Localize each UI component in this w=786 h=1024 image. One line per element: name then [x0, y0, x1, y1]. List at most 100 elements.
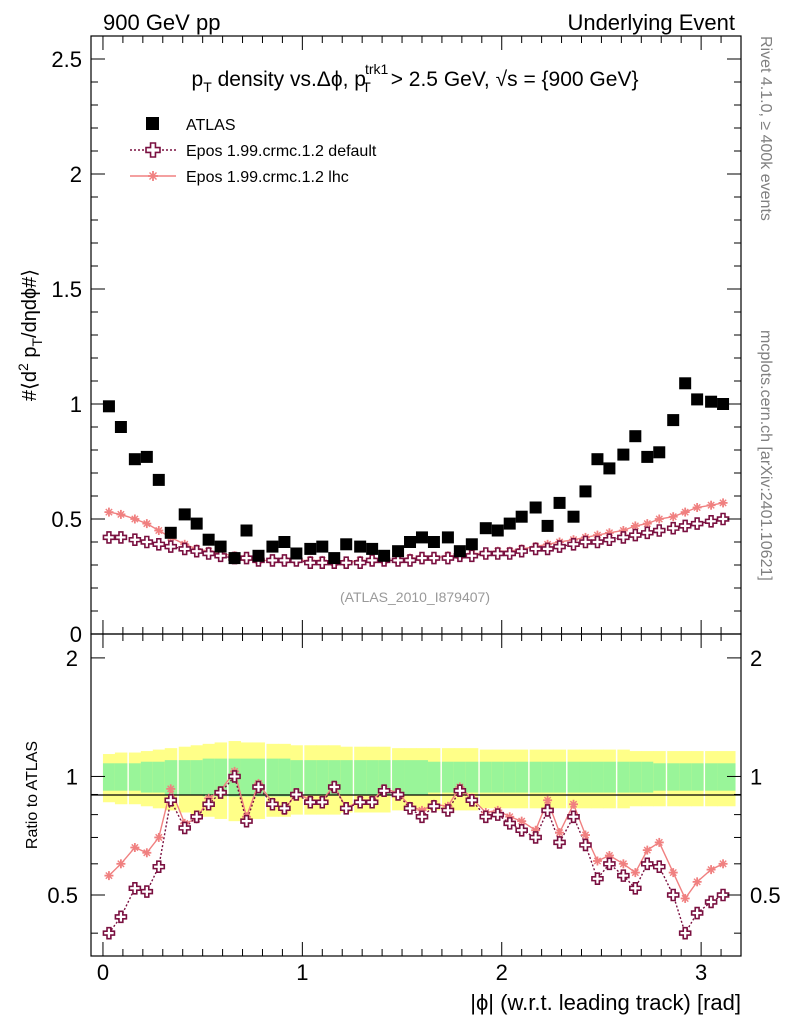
lhc-point	[130, 514, 140, 524]
legend: ATLAS Epos 1.99.crmc.1.2 default Epos 1.…	[130, 117, 377, 186]
uncertainty-bands	[102, 741, 736, 822]
band-inner-segment	[354, 760, 367, 795]
analysis-id-watermark: (ATLAS_2010_I879407)	[340, 589, 490, 605]
atlas-point	[567, 510, 580, 523]
ratio-default-point	[529, 831, 542, 844]
ratio-lhc-point	[592, 856, 602, 866]
default-point	[152, 538, 166, 551]
band-inner-segment	[503, 761, 517, 793]
band-inner-segment	[316, 760, 329, 795]
atlas-point	[178, 508, 191, 521]
lhc-point	[706, 500, 716, 510]
lhc-point	[668, 512, 678, 522]
default-point	[202, 547, 215, 560]
ratio-default-point	[240, 814, 253, 828]
atlas-point	[152, 473, 165, 486]
band-inner-segment	[404, 760, 417, 795]
atlas-point	[705, 395, 718, 408]
mcplots-label: mcplots.cern.ch [arXiv:2401.10621]	[757, 330, 774, 581]
atlas-point	[427, 536, 440, 548]
band-inner-segment	[603, 761, 616, 793]
y-tick-label: 2.5	[51, 47, 82, 72]
x-tick-label: 2	[496, 960, 508, 985]
ratio-lhc-point	[142, 848, 152, 858]
lhc-point	[630, 521, 640, 531]
default-point	[365, 554, 379, 567]
band-inner-segment	[366, 760, 379, 795]
atlas-point	[164, 526, 177, 539]
band-inner-segment	[441, 761, 455, 793]
ratio-default-point	[353, 795, 367, 809]
ratio-axes: 0.5 0.5 1 1 2 2 0 1 2 3	[47, 634, 781, 985]
main-y-axis-label: #⟨d2 pT/dηdϕ#⟩	[15, 269, 45, 401]
band-inner-segment	[190, 760, 204, 795]
band-inner-segment	[102, 763, 116, 791]
atlas-point	[328, 552, 341, 565]
band-inner-segment	[553, 761, 567, 793]
default-point	[266, 554, 279, 567]
ratio-default-point	[415, 810, 429, 824]
atlas-point	[617, 448, 630, 461]
band-inner-segment	[515, 761, 529, 793]
ratio-default-point	[629, 881, 642, 895]
default-point	[140, 535, 154, 549]
ratio-y-tick-label: 0.5	[47, 883, 78, 908]
atlas-point	[641, 450, 654, 463]
ratio-default-point	[365, 795, 379, 809]
atlas-point	[503, 517, 516, 530]
ratio-default-point	[567, 810, 580, 824]
lhc-point	[116, 509, 126, 519]
ratio-default-point	[579, 838, 592, 852]
x-axis-label: |ϕ| (w.r.t. leading track) [rad]	[470, 990, 741, 1015]
default-point	[339, 556, 353, 569]
default-point	[553, 540, 566, 553]
ratio-default-point	[453, 784, 467, 798]
atlas-point	[354, 540, 367, 553]
x-tick-label: 0	[97, 960, 109, 985]
atlas-point	[240, 524, 253, 537]
default-point	[278, 554, 291, 567]
legend-atlas-label: ATLAS	[186, 117, 236, 134]
ratio-default-point	[491, 808, 505, 821]
legend-atlas-marker	[146, 117, 159, 130]
ratio-default-point	[377, 784, 391, 798]
atlas-point	[479, 522, 492, 535]
default-point	[403, 554, 417, 567]
ratio-y-axis-label: Ratio to ATLAS	[24, 741, 41, 849]
band-inner-segment	[266, 758, 279, 797]
atlas-point	[629, 430, 642, 443]
atlas-point	[290, 547, 303, 560]
default-point	[164, 540, 178, 553]
ratio-default-point	[391, 788, 405, 801]
ratio-default-point	[716, 888, 730, 902]
lhc-point	[142, 519, 152, 529]
default-point	[678, 519, 692, 533]
ratio-lhc-point	[555, 828, 565, 838]
band-inner-segment	[290, 760, 303, 795]
ratio-y-tick-label-right: 2	[750, 646, 762, 671]
ratio-y-tick-label: 2	[66, 646, 78, 671]
default-point	[190, 544, 203, 558]
default-point	[128, 533, 142, 546]
default-point	[541, 542, 554, 556]
band-inner-segment	[541, 761, 555, 793]
ratio-default-point	[102, 926, 116, 940]
ratio-default-point	[652, 860, 666, 873]
ratio-default-point	[140, 885, 154, 898]
x-tick-label: 1	[296, 960, 308, 985]
band-inner-segment	[591, 761, 604, 793]
ratio-default-point	[617, 869, 630, 882]
default-point	[441, 551, 455, 565]
ratio-y-tick-label-right: 1	[750, 764, 762, 789]
ratio-default-point	[479, 810, 493, 824]
default-point	[427, 551, 441, 565]
band-inner-segment	[479, 761, 493, 793]
band-inner-segment	[152, 761, 166, 793]
ratio-default-point	[252, 780, 265, 794]
atlas-point	[591, 453, 604, 466]
ratio-default-point	[465, 793, 479, 807]
band-inner-segment	[567, 761, 580, 793]
atlas-point	[128, 453, 141, 466]
default-point	[214, 549, 227, 563]
atlas-point	[515, 510, 528, 523]
